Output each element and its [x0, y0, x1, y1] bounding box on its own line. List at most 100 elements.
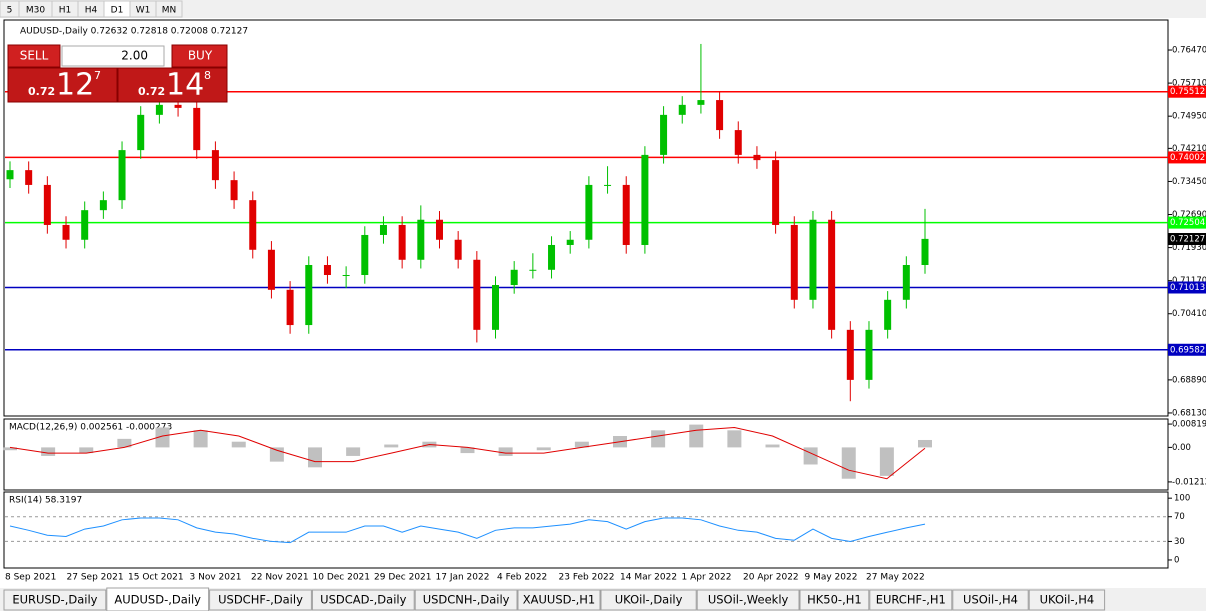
candle-body: [641, 154, 649, 245]
y-tick-label: 0.68890: [1172, 375, 1206, 385]
timeframe-label: D1: [111, 6, 124, 16]
y-tick-label: 100: [1174, 494, 1190, 504]
candle-body: [622, 184, 630, 245]
macd-bar: [79, 447, 94, 454]
level-price-label: 0.72504: [1170, 218, 1205, 228]
level-price-box: [1168, 216, 1206, 229]
symbol-tab[interactable]: [1028, 589, 1106, 611]
level-price-label: 0.75512: [1170, 87, 1205, 97]
candle-body: [155, 104, 163, 115]
y-tick-label: 0.74210: [1172, 144, 1206, 154]
macd-bar: [879, 447, 894, 476]
macd-bar: [41, 447, 56, 456]
candle-body: [25, 170, 33, 185]
macd-bar: [803, 447, 818, 465]
toolbar: [0, 0, 1206, 18]
macd-bar: [498, 447, 513, 456]
date-label: 20 Apr 2022: [743, 573, 799, 583]
candle-body: [548, 244, 556, 270]
candle-body: [249, 200, 257, 250]
macd-bar: [308, 447, 322, 468]
lots-box[interactable]: [61, 45, 165, 67]
candle-body: [678, 104, 686, 115]
candle-body: [772, 160, 780, 225]
timeframe-label: M30: [26, 6, 45, 16]
level-price-label: 0.69582: [1170, 345, 1205, 355]
candle-body: [323, 264, 331, 276]
bid-pips: 12: [56, 68, 94, 103]
level-price-label: 0.74002: [1170, 153, 1205, 163]
timeframe-button[interactable]: [155, 0, 183, 18]
candle-body: [174, 104, 182, 108]
chart-title: AUDUSD-,Daily 0.72632 0.72818 0.72008 0.…: [20, 27, 248, 37]
candle-body: [529, 269, 537, 271]
level-price-box: [1168, 151, 1206, 164]
ask-big: 0.72: [138, 85, 165, 98]
level-price-box: [1168, 85, 1206, 98]
y-tick-label: 0.74950: [1172, 112, 1206, 122]
macd-bar: [193, 430, 208, 448]
symbol-tab[interactable]: [3, 589, 107, 611]
tab-label: HK50-,H1: [807, 593, 862, 607]
macd-bar: [384, 444, 399, 448]
tab-label: USOil-,H4: [963, 593, 1018, 607]
date-label: 15 Oct 2021: [128, 573, 184, 583]
rsi-line: [9, 517, 926, 544]
symbol-tab[interactable]: [517, 589, 601, 611]
candle-body: [6, 170, 14, 180]
bid-frac: 7: [94, 69, 101, 82]
candle-body: [230, 180, 238, 201]
ask-box[interactable]: [117, 67, 228, 103]
sell-button[interactable]: [7, 44, 61, 68]
date-label: 3 Nov 2021: [190, 573, 242, 583]
candle-body: [473, 259, 481, 330]
level-price-box: [1168, 343, 1206, 356]
macd-panel: [3, 418, 1169, 491]
symbol-tab[interactable]: [600, 589, 697, 611]
macd-bar: [269, 447, 284, 462]
buy-button[interactable]: [171, 44, 228, 68]
symbol-tab[interactable]: [799, 589, 870, 611]
tab-label: EURUSD-,Daily: [12, 593, 97, 607]
candle-body: [379, 224, 387, 235]
lots-value: 2.00: [121, 49, 148, 63]
symbol-tab[interactable]: [869, 589, 953, 611]
candle-body: [62, 224, 70, 240]
y-tick-label: 0.71170: [1172, 276, 1206, 286]
y-tick-label: 0.76470: [1172, 46, 1206, 56]
macd-bar: [841, 447, 856, 479]
tab-label: USDCHF-,Daily: [218, 593, 303, 607]
level-price-box: [1168, 281, 1206, 294]
timeframe-label: MN: [162, 6, 177, 16]
macd-title: MACD(12,26,9) 0.002561 -0.000273: [9, 423, 172, 433]
y-tick-label: 0.00819: [1172, 420, 1206, 430]
macd-bar: [155, 427, 170, 448]
symbol-tab[interactable]: [209, 589, 312, 611]
symbol-tab[interactable]: [414, 589, 518, 611]
candle-body: [137, 114, 145, 151]
macd-bar: [651, 430, 666, 448]
tab-label: UKOil-,Daily: [615, 593, 683, 607]
y-tick-label: 0.68130: [1172, 408, 1206, 418]
y-tick-label: 30: [1174, 537, 1185, 547]
symbol-tab[interactable]: [952, 589, 1029, 611]
tab-label: USDCNH-,Daily: [423, 593, 510, 607]
ask-pips: 14: [166, 68, 204, 103]
symbol-tab[interactable]: [696, 589, 800, 611]
candle-body: [99, 200, 107, 211]
date-label: 1 Apr 2022: [682, 573, 732, 583]
macd-signal: [9, 426, 926, 480]
sell-label: SELL: [20, 49, 49, 63]
macd-bar: [765, 444, 780, 448]
tab-label: EURCHF-,H1: [876, 593, 946, 607]
candle-body: [660, 114, 668, 155]
candle-body: [193, 107, 201, 151]
symbol-tab[interactable]: [311, 589, 415, 611]
date-label: 9 May 2022: [805, 573, 858, 583]
macd-bar: [727, 430, 742, 448]
date-label: 23 Feb 2022: [559, 573, 615, 583]
bid-box[interactable]: [7, 67, 118, 103]
tab-label: AUDUSD-,Daily: [114, 593, 201, 607]
candle-body: [398, 224, 406, 260]
